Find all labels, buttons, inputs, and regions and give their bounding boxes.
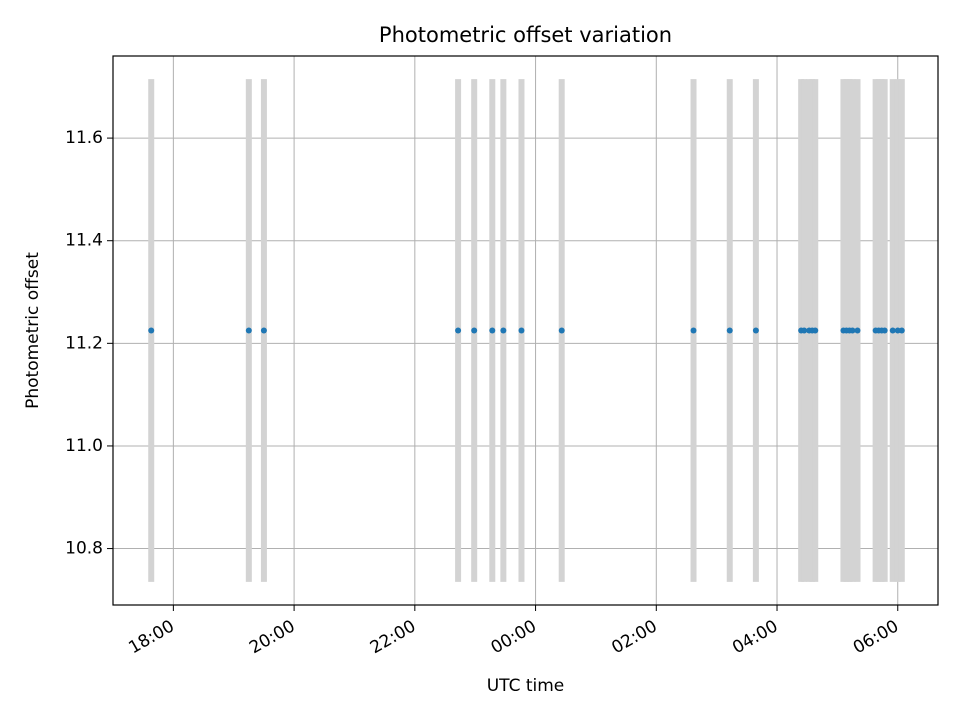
data-point	[471, 327, 478, 334]
data-point	[489, 327, 496, 334]
data-point	[518, 327, 525, 334]
data-point	[752, 327, 759, 334]
data-point	[812, 327, 819, 334]
data-point	[690, 327, 697, 334]
y-axis-ticks: 10.8 11.0 11.2 11.4 11.6	[65, 128, 113, 559]
data-point	[801, 327, 808, 334]
y-tick-label: 11.6	[65, 128, 103, 148]
chart-title: Photometric offset variation	[379, 23, 672, 47]
y-tick-label: 10.8	[65, 539, 103, 559]
data-point	[726, 327, 733, 334]
y-tick-label: 11.2	[65, 333, 103, 353]
data-point	[260, 327, 267, 334]
data-point	[148, 327, 155, 334]
data-point	[881, 327, 888, 334]
y-axis-label: Photometric offset	[23, 252, 43, 409]
data-point	[849, 327, 856, 334]
y-tick-label: 11.0	[65, 436, 103, 456]
y-tick-label: 11.4	[65, 231, 103, 251]
data-points	[148, 327, 905, 334]
data-point	[854, 327, 861, 334]
data-point	[558, 327, 565, 334]
data-point	[500, 327, 507, 334]
data-point	[898, 327, 905, 334]
data-point	[245, 327, 252, 334]
data-point	[889, 327, 896, 334]
data-point	[455, 327, 462, 334]
plot-area-frame	[112, 55, 939, 606]
x-axis-label: UTC time	[487, 676, 565, 696]
